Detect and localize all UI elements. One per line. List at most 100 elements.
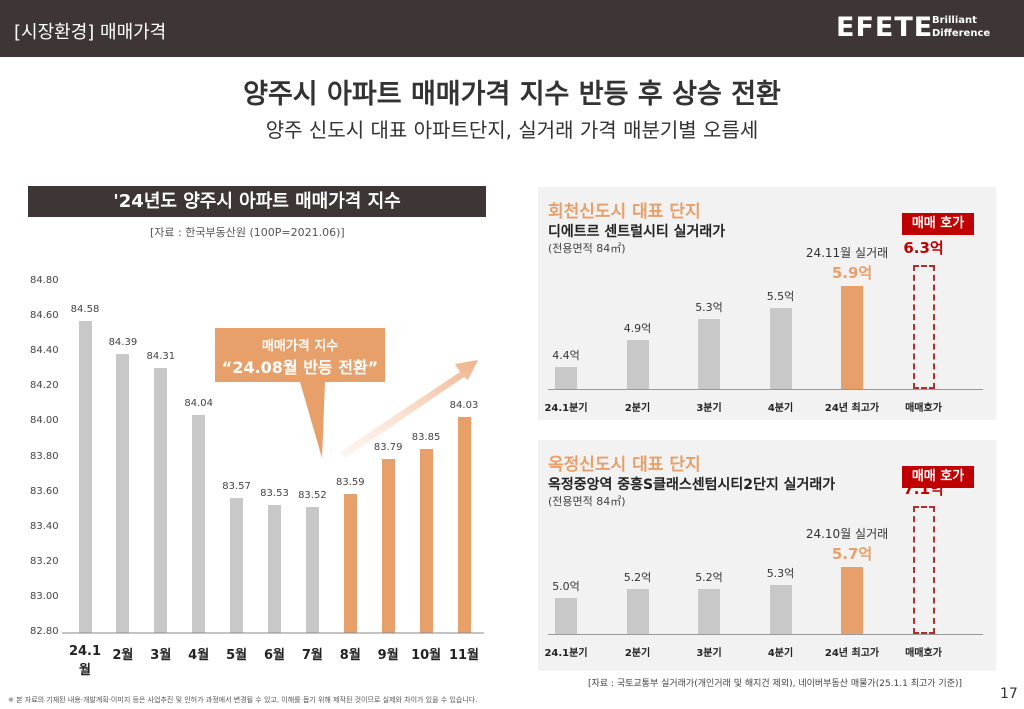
bar-value-label: 83.85 bbox=[411, 431, 441, 443]
x-tick-label: 24년 최고가 bbox=[824, 403, 880, 414]
page-subtitle: 양주 신도시 대표 아파트단지, 실거래 가격 매분기별 오름세 bbox=[265, 118, 759, 142]
y-tick-label: 84.80 bbox=[30, 275, 59, 286]
trade-note: 24.10월 실거래 bbox=[805, 527, 889, 542]
logo-tagline: Brilliant Difference bbox=[932, 14, 990, 40]
panel-subtitle: 옥정중앙역 중흥S클래스센텀시티2단지 실거래가 bbox=[548, 477, 836, 493]
panel-area-note: (전용면적 84㎡) bbox=[548, 242, 626, 255]
x-tick-label: 6월 bbox=[263, 648, 285, 663]
logo-tag-2: Difference bbox=[932, 28, 991, 39]
bar-value-label: 4.4억 bbox=[552, 349, 580, 363]
bar bbox=[154, 367, 168, 633]
bar bbox=[626, 589, 649, 634]
asking-price-badge: 매매 호가 bbox=[902, 466, 974, 488]
bar-value-label: 5.9억 bbox=[831, 264, 873, 283]
bar-value-label: 5.3억 bbox=[695, 300, 723, 314]
bar-value-label: 6.3억 bbox=[903, 238, 944, 257]
bar bbox=[419, 448, 433, 633]
panel-title: 옥정신도시 대표 단지 bbox=[548, 455, 701, 475]
panel-area-note: (전용면적 84㎡) bbox=[548, 495, 626, 508]
logo: EFETE bbox=[836, 12, 934, 43]
x-tick-label: 4분기 bbox=[767, 648, 794, 659]
x-tick-label: 매매호가 bbox=[905, 403, 942, 414]
bar bbox=[343, 494, 357, 633]
header-bar: [시장환경] 매매가격 EFETE Brilliant Difference bbox=[0, 0, 1024, 57]
bar bbox=[769, 584, 792, 634]
bar-value-label: 83.57 bbox=[222, 480, 251, 492]
bar bbox=[698, 589, 720, 634]
x-tick-label: 11월 bbox=[448, 648, 480, 663]
bar-value-label: 83.79 bbox=[373, 442, 403, 454]
y-tick-label: 84.20 bbox=[30, 380, 59, 392]
page-title: 양주시 아파트 매매가격 지수 반등 후 상승 전환 bbox=[243, 79, 781, 110]
x-tick-label: 2분기 bbox=[624, 403, 651, 414]
x-tick-label: 매매호가 bbox=[905, 648, 942, 659]
asking-price-dashed-bar bbox=[912, 505, 935, 634]
bar-value-label: 7.1억 bbox=[903, 479, 944, 498]
x-tick-label: 24.1분기 bbox=[544, 648, 588, 659]
bar bbox=[78, 320, 92, 633]
logo-tag-1: Brilliant bbox=[932, 15, 977, 26]
y-tick-label: 82.80 bbox=[30, 626, 59, 637]
callout-line-1: 매매가격 지수 bbox=[261, 339, 339, 354]
baseline bbox=[548, 389, 983, 390]
x-tick-label: 5월 bbox=[226, 648, 248, 663]
bar-value-label: 5.0억 bbox=[552, 579, 580, 593]
y-tick-label: 83.60 bbox=[30, 485, 59, 497]
bar-value-label: 83.53 bbox=[260, 487, 289, 499]
disclaimer: ※ 본 자료의 기재된 내용·개발계획·이미지 등은 사업추진 및 인허가 과정… bbox=[8, 696, 478, 704]
source-note: [자료 : 국토교통부 실거래가(개인거래 및 해지건 제외), 네이버부동산 … bbox=[588, 679, 962, 689]
trade-note: 24.11월 실거래 bbox=[805, 246, 889, 261]
bar-value-label: 5.2억 bbox=[623, 571, 652, 585]
callout-box: 매매가격 지수 “24.08월 반등 전환” bbox=[215, 328, 385, 382]
left-chart-source: [자료 : 한국부동산원 (100P=2021.06)] bbox=[150, 226, 345, 239]
bar-value-label: 5.2억 bbox=[695, 571, 723, 585]
panel-title: 회천신도시 대표 단지 bbox=[548, 202, 701, 222]
trend-arrow-icon bbox=[340, 360, 478, 458]
x-tick-label: 4분기 bbox=[767, 403, 794, 414]
x-tick-label: 2분기 bbox=[624, 648, 651, 659]
bar bbox=[698, 318, 720, 389]
bar-value-label: 84.31 bbox=[146, 350, 176, 362]
bar bbox=[192, 415, 206, 633]
bar bbox=[555, 597, 577, 634]
x-tick-label: 24년 최고가 bbox=[824, 648, 880, 659]
bar bbox=[841, 567, 863, 634]
x-tick-label: 3월 bbox=[150, 648, 172, 663]
y-tick-label: 84.00 bbox=[30, 415, 59, 427]
x-tick-label: 3분기 bbox=[696, 403, 722, 414]
bar-value-label: 4.9억 bbox=[623, 322, 652, 336]
bar-value-label: 83.59 bbox=[335, 477, 365, 489]
section-title: [시장환경] 매매가격 bbox=[14, 22, 167, 43]
bar bbox=[457, 417, 471, 633]
bar bbox=[116, 353, 130, 633]
left-chart-title: '24년도 양주시 아파트 매매가격 지수 bbox=[28, 186, 486, 217]
y-tick-label: 83.00 bbox=[30, 590, 59, 602]
bar bbox=[841, 286, 863, 389]
bar bbox=[381, 459, 395, 633]
x-tick-label: 8월 bbox=[339, 648, 361, 663]
baseline bbox=[548, 634, 983, 635]
bar-value-label: 84.39 bbox=[108, 336, 138, 348]
bar-value-label: 5.5억 bbox=[766, 290, 795, 303]
bar bbox=[555, 367, 577, 389]
bar-value-label: 83.52 bbox=[298, 489, 327, 501]
x-tick-label: 7월 bbox=[301, 648, 323, 663]
y-tick-label: 83.20 bbox=[30, 555, 59, 567]
bar-value-label: 5.7억 bbox=[831, 545, 873, 564]
y-tick-label: 84.60 bbox=[30, 310, 59, 322]
x-tick-label: 9월 bbox=[377, 648, 399, 663]
bar-value-label: 84.03 bbox=[449, 400, 479, 412]
callout-line-2: “24.08월 반등 전환” bbox=[221, 358, 379, 377]
bar-value-label: 84.58 bbox=[70, 303, 100, 315]
x-tick-label: 4월 bbox=[188, 648, 210, 663]
x-tick-label: 10월 bbox=[411, 648, 442, 663]
x-tick-label: 2월 bbox=[112, 648, 134, 663]
x-tick-label: 3분기 bbox=[696, 648, 722, 659]
x-tick-label: 24.1분기 bbox=[544, 403, 588, 414]
bar bbox=[268, 504, 281, 633]
x-tick-label: 24.1월 bbox=[68, 644, 102, 678]
callout-pointer bbox=[300, 382, 325, 458]
bar bbox=[305, 506, 319, 633]
